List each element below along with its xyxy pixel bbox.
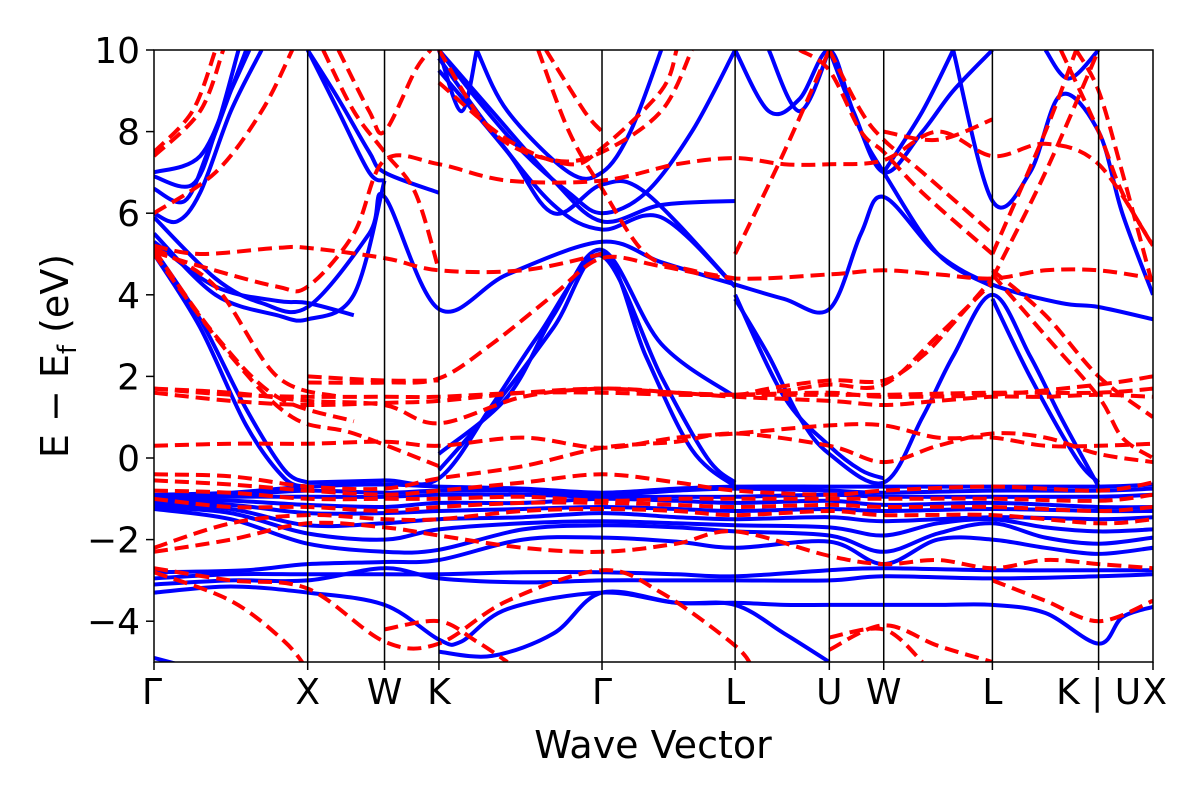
band-line — [154, 496, 1153, 513]
band-line — [733, 50, 832, 255]
band-line — [991, 578, 1153, 624]
band-line — [154, 50, 264, 225]
band-line — [154, 488, 1153, 503]
band-line — [154, 535, 1153, 575]
x-tick-label: K | U — [1056, 672, 1141, 713]
band-line — [154, 252, 309, 489]
band-line — [154, 566, 1153, 581]
band-line — [154, 50, 295, 215]
x-tick-label: X — [295, 672, 320, 713]
band-line — [154, 520, 1153, 571]
x-tick-label: Γ — [142, 672, 162, 713]
band-line — [154, 486, 1153, 499]
y-axis-label-subscript: f — [53, 344, 83, 354]
y-axis-label-main: E − E — [33, 354, 77, 458]
y-tick-label: −4 — [87, 602, 140, 643]
series-layer — [154, 50, 1153, 662]
band-line — [437, 69, 737, 288]
band-line — [154, 570, 305, 662]
x-tick-label: L — [982, 672, 1002, 713]
kpoint-lines — [306, 50, 1100, 662]
band-line — [154, 50, 218, 154]
x-tick-label: U — [816, 672, 842, 713]
x-tick-label: K — [427, 672, 452, 713]
band-line — [321, 50, 441, 271]
band-line — [154, 431, 1153, 492]
band-line — [828, 623, 993, 662]
band-line — [154, 507, 1153, 550]
plot-frame — [153, 49, 1154, 663]
y-axis-ticks: −4 −2 0 2 4 6 8 10 — [87, 31, 154, 643]
y-tick-label: 0 — [117, 439, 140, 480]
band-line — [437, 50, 736, 224]
band-line — [1074, 50, 1153, 288]
band-line — [384, 618, 509, 662]
band-line — [733, 292, 1101, 488]
band-line — [154, 566, 1153, 587]
band-line — [336, 50, 433, 136]
band-line — [154, 584, 1153, 647]
solid-band-series — [154, 50, 1153, 662]
band-line — [154, 502, 1153, 529]
band-line — [305, 50, 386, 183]
band-line — [883, 117, 994, 143]
band-line — [154, 492, 1153, 501]
band-line — [154, 50, 241, 189]
band-line — [990, 273, 1153, 460]
x-tick-label: W — [866, 672, 902, 713]
y-tick-label: 6 — [117, 194, 140, 235]
y-axis-label: E − Ef (eV) — [33, 254, 83, 458]
y-tick-label: 8 — [117, 113, 140, 154]
band-line — [154, 422, 1153, 450]
band-line — [437, 50, 694, 164]
band-line — [990, 50, 1101, 280]
x-tick-label: Γ — [592, 672, 612, 713]
band-line — [154, 386, 1153, 408]
band-line — [154, 50, 252, 175]
band-line — [1043, 50, 1101, 81]
y-axis-label-unit: (eV) — [33, 254, 77, 345]
band-line — [437, 50, 479, 114]
y-tick-label: 4 — [117, 276, 140, 317]
band-line — [154, 180, 387, 323]
band-line — [1058, 50, 1153, 247]
band-line — [154, 505, 1153, 542]
band-line — [437, 50, 737, 216]
band-line — [306, 50, 440, 195]
x-tick-label: L — [725, 672, 745, 713]
band-line — [154, 507, 1153, 555]
band-line — [990, 298, 1101, 484]
band-line — [766, 50, 832, 114]
y-tick-label: 10 — [94, 31, 140, 72]
band-line — [991, 268, 1153, 419]
y-tick-label: −2 — [87, 521, 140, 562]
band-line — [154, 386, 1153, 426]
band-line — [734, 281, 994, 397]
band-line — [437, 247, 737, 456]
band-line — [154, 248, 355, 424]
band-line — [798, 50, 994, 256]
band-line — [536, 50, 736, 281]
band-line — [733, 293, 885, 481]
band-line — [544, 50, 604, 133]
band-line — [437, 50, 679, 167]
band-line — [154, 655, 178, 662]
band-line — [154, 50, 226, 158]
band-line — [154, 472, 1153, 497]
x-axis-label: Wave Vector — [534, 723, 772, 767]
x-tick-label: X — [1142, 672, 1167, 713]
x-tick-label: W — [367, 672, 403, 713]
band-line — [154, 374, 1153, 400]
y-tick-label: 2 — [117, 357, 140, 398]
band-line — [154, 482, 1153, 497]
